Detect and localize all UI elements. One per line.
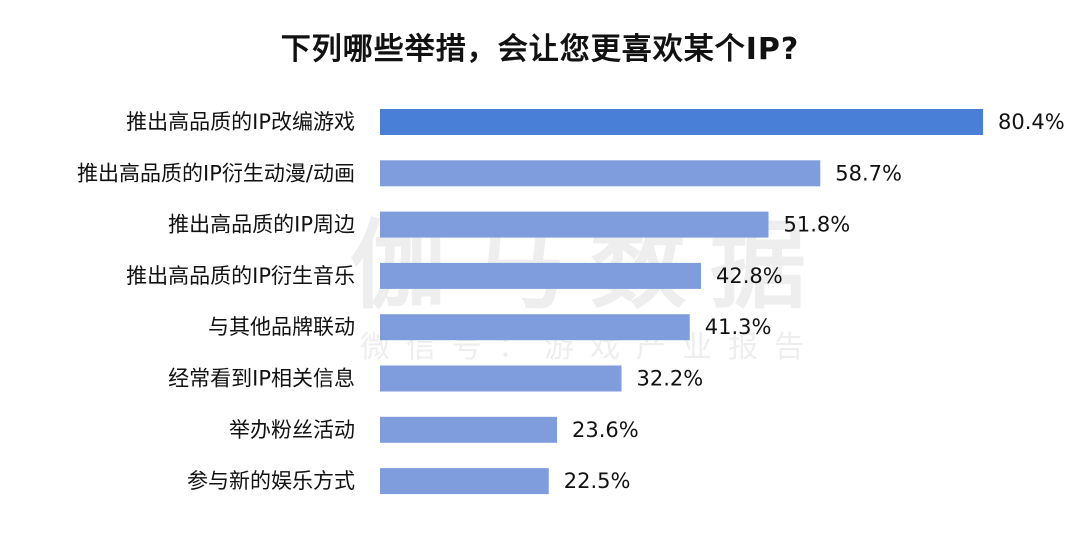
category-label: 推出高品质的IP衍生动漫/动画 xyxy=(77,161,355,185)
value-label: 41.3% xyxy=(705,315,772,339)
value-label: 80.4% xyxy=(998,110,1065,134)
bar xyxy=(380,416,557,443)
value-label: 32.2% xyxy=(637,367,704,391)
bar xyxy=(380,365,622,392)
bar xyxy=(380,211,769,238)
category-label: 与其他品牌联动 xyxy=(208,315,355,339)
bar xyxy=(380,160,821,187)
category-label: 推出高品质的IP周边 xyxy=(168,213,355,237)
bar xyxy=(380,314,690,341)
category-label: 推出高品质的IP改编游戏 xyxy=(126,110,355,134)
category-label: 举办粉丝活动 xyxy=(229,418,355,442)
value-label: 58.7% xyxy=(835,161,902,185)
value-label: 22.5% xyxy=(564,469,631,493)
category-label: 参与新的娱乐方式 xyxy=(187,469,355,493)
value-label: 23.6% xyxy=(572,418,639,442)
bar xyxy=(380,109,983,135)
category-label: 经常看到IP相关信息 xyxy=(168,367,355,391)
category-label: 推出高品质的IP衍生音乐 xyxy=(126,264,355,288)
value-label: 51.8% xyxy=(784,213,851,237)
bar xyxy=(380,262,701,289)
chart-title: 下列哪些举措，会让您更喜欢某个IP? xyxy=(280,32,800,67)
value-label: 42.8% xyxy=(716,264,783,288)
bar xyxy=(380,468,549,495)
